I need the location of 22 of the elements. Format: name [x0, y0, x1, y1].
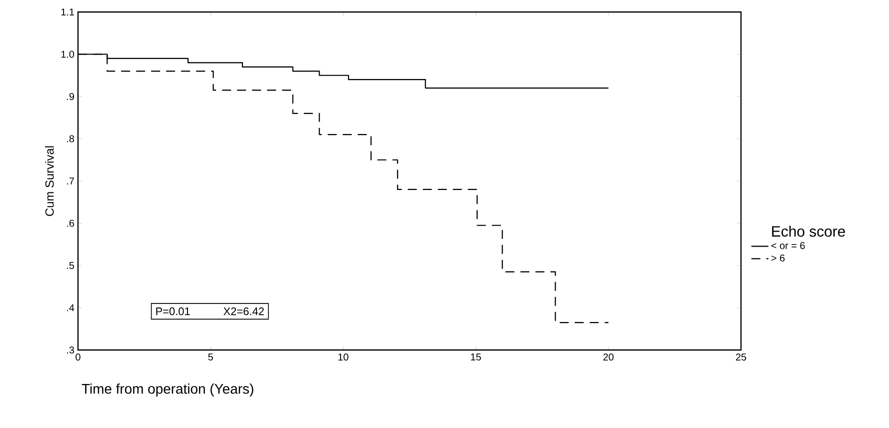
annotation: P=0.01 [156, 307, 190, 316]
y-tick-label: .8 [67, 135, 74, 142]
y-tick-label: .6 [67, 220, 74, 227]
legend-label: > 6 [771, 254, 785, 262]
y-tick-label: 1.0 [61, 50, 74, 58]
y-tick-label: .5 [67, 262, 74, 269]
x-tick-label: 15 [471, 354, 481, 360]
legend-label: < or = 6 [771, 242, 805, 250]
y-tick-label: .3 [67, 346, 74, 354]
y-axis-title: Cum Survival [45, 146, 54, 216]
annotation: X2=6.42 [223, 307, 264, 316]
x-tick-label: 20 [603, 354, 614, 361]
y-tick-label: .7 [67, 178, 74, 184]
y-tick-label: .9 [67, 92, 74, 100]
x-tick-label: 5 [208, 354, 213, 360]
legend-title: Echo score [772, 226, 845, 237]
y-tick-label: 1.1 [61, 8, 74, 16]
x-tick-label: 25 [736, 354, 746, 361]
x-tick-label: 10 [338, 354, 348, 361]
x-tick-label: 0 [76, 354, 80, 361]
y-tick-label: .4 [67, 304, 74, 312]
x-axis-title: Time from operation (Years) [82, 384, 254, 397]
